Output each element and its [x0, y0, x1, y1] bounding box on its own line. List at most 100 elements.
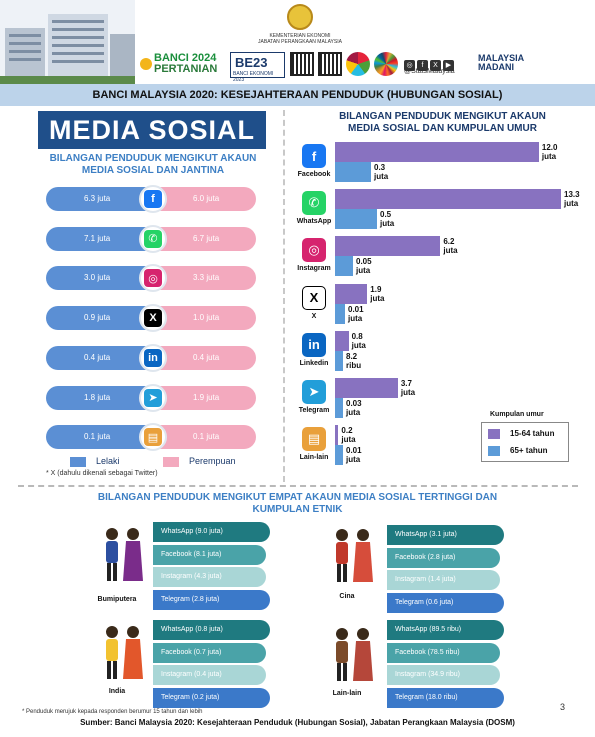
age-bar-15-64 — [335, 236, 441, 257]
whatsapp-icon: ✆ — [302, 191, 326, 216]
female-value: 6.0 juta — [151, 187, 256, 211]
value-unit: juta — [370, 293, 385, 303]
section-title: MEDIA SOSIAL — [38, 111, 266, 149]
ethnic-group-label: Bumiputera — [97, 596, 137, 603]
ethnic-bar: Telegram (18.0 ribu) — [387, 687, 504, 708]
platform-label: X — [311, 312, 317, 320]
ethnic-bar: Facebook (2.8 juta) — [387, 547, 500, 568]
age-value-label: 0.3 juta — [374, 163, 388, 181]
female-value: 0.4 juta — [151, 345, 256, 370]
value-unit: juta — [346, 408, 361, 417]
value-number: 0.3 — [374, 163, 386, 172]
value-number: 0.01 — [346, 446, 362, 456]
age-value-label: 0.5 juta — [380, 210, 394, 228]
whatsapp-icon: ✆ — [139, 224, 167, 253]
value-number: 0.5 — [380, 210, 392, 220]
instagram-icon[interactable]: ◎ — [404, 60, 415, 71]
ethnic-bar: Telegram (2.8 juta) — [153, 589, 270, 610]
gender-chart-title: BILANGAN PENDUDUK MENGIKUT AKAUN MEDIA S… — [49, 153, 257, 176]
platform-label: WhatsApp — [296, 218, 332, 226]
linkedin-icon: in — [139, 343, 167, 372]
qr-code-2[interactable] — [318, 52, 342, 76]
instagram-icon: ◎ — [139, 264, 167, 293]
age-value-label: 13.3 juta — [564, 190, 580, 208]
age-legend: 15-64 tahun 65+ tahun — [481, 422, 569, 462]
legend-swatch-female — [163, 457, 179, 467]
value-number: 8.2 — [346, 351, 358, 361]
age-bar-15-64 — [335, 142, 539, 162]
value-unit: juta — [541, 152, 557, 161]
x-icon[interactable]: X — [430, 60, 441, 71]
source-note: Sumber: Banci Malaysia 2020: Kesejahtera… — [80, 718, 515, 727]
male-value: 6.3 juta — [46, 187, 151, 211]
platform-label: Instagram — [297, 265, 331, 273]
age-bar-15-64 — [335, 330, 349, 351]
telegram-icon: ➤ — [139, 383, 167, 412]
ethnic-figure-india — [100, 624, 146, 689]
value-number: 0.2 — [341, 426, 353, 436]
ethnic-bar: Telegram (0.2 juta) — [153, 687, 270, 708]
other-apps-icon: ▤ — [302, 427, 326, 452]
banci-ekonomi-logo: BE23 BANCI EKONOMI 2023 — [230, 52, 285, 83]
gender-row-whatsapp: 7.1 juta 6.7 juta ✆ — [46, 224, 256, 253]
age-bar-65plus — [335, 209, 377, 230]
value-number: 12.0 — [541, 143, 558, 152]
ethnic-bar: Facebook (0.7 juta) — [153, 642, 266, 663]
age-bar-65plus — [335, 303, 345, 324]
value-number: 0.05 — [356, 257, 372, 267]
platform-label: Lain-lain — [299, 454, 329, 462]
other-apps-icon: ▤ — [139, 423, 167, 452]
other-apps-icon-glyph: ▤ — [144, 428, 162, 447]
value-number: 13.3 — [564, 190, 580, 200]
value-unit: juta — [346, 455, 361, 465]
malaysia-madani-logo: MALAYSIA MADANI — [478, 53, 525, 72]
sdg-wheel-logo — [374, 52, 398, 76]
value-unit: juta — [374, 172, 389, 181]
qr-code-1[interactable] — [290, 52, 314, 76]
telegram-icon: ➤ — [302, 380, 326, 404]
gender-row-linkedin: 0.4 juta 0.4 juta in — [46, 343, 256, 372]
footnote: * Penduduk merujuk kepada responden beru… — [22, 709, 203, 715]
social-links: ◎ f X ▶ — [404, 54, 456, 72]
male-value: 0.1 juta — [46, 425, 151, 450]
age-bar-15-64 — [335, 283, 368, 304]
age-value-label: 0.01 juta — [348, 305, 364, 323]
female-value: 1.9 juta — [151, 385, 256, 410]
value-number: 3.7 — [400, 379, 412, 388]
x-icon: X — [302, 285, 326, 310]
youtube-icon[interactable]: ▶ — [443, 60, 454, 71]
value-unit: juta — [348, 313, 363, 323]
ministry-name: KEMENTERIAN EKONOMI JABATAN PERANGKAAN M… — [258, 33, 342, 45]
female-value: 3.3 juta — [151, 266, 256, 291]
age-bar-15-64 — [335, 425, 339, 446]
page-number: 3 — [560, 702, 566, 712]
female-value: 0.1 juta — [151, 425, 256, 450]
legend-swatch-15-64 — [488, 429, 500, 439]
male-value: 0.4 juta — [46, 345, 151, 370]
legend-label-female: Perempuan — [189, 456, 236, 466]
age-value-label: 6.2 juta — [443, 237, 457, 255]
age-bar-65plus — [335, 398, 343, 418]
gender-row-lain-lain: 0.1 juta 0.1 juta ▤ — [46, 423, 256, 452]
facebook-icon[interactable]: f — [417, 60, 428, 71]
age-bar-65plus — [335, 350, 343, 371]
male-value: 1.8 juta — [46, 385, 151, 410]
coat-of-arms-logo — [287, 4, 313, 30]
telegram-icon-glyph: ➤ — [144, 388, 162, 407]
horizontal-divider — [18, 485, 578, 487]
value-number: 1.9 — [370, 284, 382, 294]
value-unit: juta — [564, 199, 579, 209]
banci-pertanian-logo: BANCI 2024 PERTANIAN — [140, 52, 228, 78]
value-unit: juta — [443, 246, 458, 256]
x-footnote: * X (dahulu dikenali sebagai Twitter) — [46, 470, 158, 477]
age-value-label: 0.05 juta — [356, 257, 372, 275]
facebook-icon: f — [302, 144, 326, 168]
age-value-label: 0.03 juta — [346, 399, 362, 417]
age-value-label: 0.01 juta — [346, 446, 362, 464]
gender-row-telegram: 1.8 juta 1.9 juta ➤ — [46, 383, 256, 412]
value-unit: juta — [356, 266, 371, 276]
ethnic-bar: Instagram (4.3 juta) — [153, 567, 266, 587]
ethnic-bar: WhatsApp (89.5 ribu) — [387, 620, 504, 640]
ethnic-bar: WhatsApp (9.0 juta) — [153, 522, 270, 542]
legend-swatch-male — [70, 457, 86, 467]
